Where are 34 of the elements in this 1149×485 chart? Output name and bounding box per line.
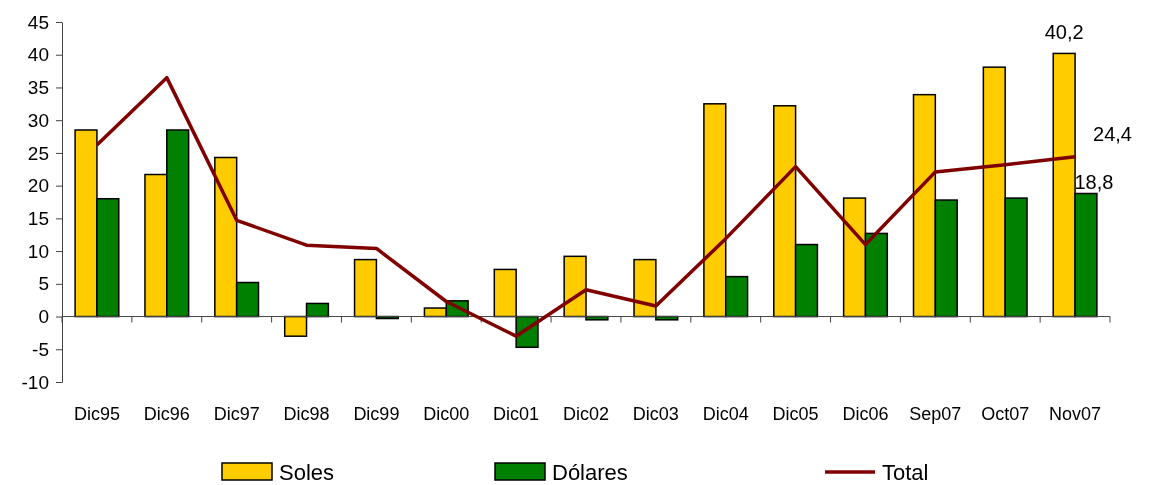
y-tick-label: 35 bbox=[27, 77, 49, 99]
x-tick-label: Dic06 bbox=[842, 404, 889, 424]
data-label: 40,2 bbox=[1044, 21, 1084, 44]
data-label: 18,8 bbox=[1074, 171, 1114, 194]
x-tick-label: Dic03 bbox=[632, 404, 679, 424]
x-tick-label: Dic05 bbox=[772, 404, 819, 424]
legend-label: Total bbox=[882, 460, 929, 485]
x-tick-label: Sep07 bbox=[909, 404, 962, 424]
y-tick-label: 25 bbox=[27, 142, 49, 164]
x-tick-label: Dic00 bbox=[423, 404, 470, 424]
line-series bbox=[95, 75, 1077, 338]
y-tick-label: 0 bbox=[38, 306, 49, 328]
x-tick-label: Dic97 bbox=[213, 404, 260, 424]
y-tick-label: 15 bbox=[27, 207, 49, 229]
y-tick-label: 45 bbox=[27, 11, 49, 33]
x-tick-label: Nov07 bbox=[1049, 404, 1102, 424]
x-tick-label: Dic99 bbox=[353, 404, 400, 424]
y-tick-label: 5 bbox=[38, 273, 49, 295]
x-tick-label: Dic98 bbox=[283, 404, 330, 424]
y-tick-label: 20 bbox=[27, 175, 49, 197]
data-label: 24,4 bbox=[1093, 122, 1132, 145]
y-tick-label: -10 bbox=[21, 371, 49, 393]
legend-label: Dólares bbox=[552, 460, 628, 485]
y-tick-label: -5 bbox=[32, 338, 49, 360]
y-tick-label: 30 bbox=[27, 109, 49, 131]
x-tick-label: Dic01 bbox=[493, 404, 540, 424]
y-tick-label: 10 bbox=[27, 240, 49, 262]
y-tick-label: 40 bbox=[27, 44, 49, 66]
x-tick-label: Dic02 bbox=[562, 404, 610, 424]
x-tick-label: Oct07 bbox=[981, 404, 1030, 424]
legend-label: Soles bbox=[279, 460, 335, 485]
x-tick-label: Dic95 bbox=[73, 404, 120, 424]
x-tick-label: Dic04 bbox=[702, 404, 749, 424]
x-tick-label: Dic96 bbox=[143, 404, 190, 424]
